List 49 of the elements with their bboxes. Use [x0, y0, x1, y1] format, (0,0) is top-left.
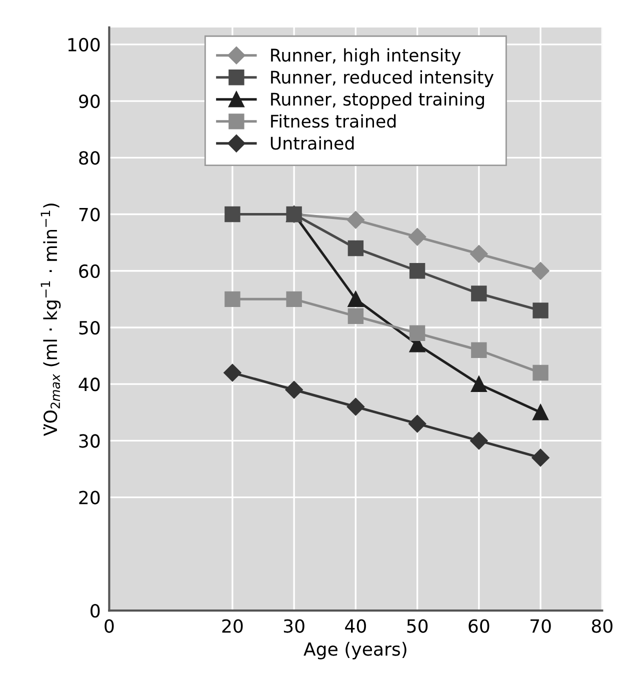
x-tick-label: 0 [104, 619, 114, 633]
legend-label: Fitness trained [271, 114, 396, 128]
y-tick-label: 30 [79, 434, 100, 448]
x-tick-label: 40 [345, 619, 366, 633]
point [470, 245, 488, 263]
y-tick-label: 60 [79, 264, 100, 278]
x-tick-label: 30 [284, 619, 304, 633]
point [285, 380, 303, 399]
legend-label: Runner, reduced intensity [271, 70, 494, 88]
point [409, 263, 426, 279]
y-tick-label: 80 [79, 151, 100, 165]
point [532, 448, 550, 466]
point [224, 364, 242, 382]
point [471, 342, 487, 358]
x-tick-label: 50 [407, 619, 428, 633]
y-tick-label: 70 [79, 208, 100, 222]
x-tick-label: 20 [222, 619, 243, 633]
legend-label: Runner, high intensity [271, 48, 461, 66]
y-tick-label: 50 [79, 320, 100, 335]
y-tick-label: 0 [90, 604, 100, 618]
point [471, 376, 487, 392]
point [346, 211, 364, 229]
point [532, 364, 548, 381]
point [409, 325, 426, 341]
point [470, 432, 488, 450]
legend-label: Runner, stopped training [271, 92, 484, 110]
y-tick-label: 40 [78, 378, 100, 392]
point [532, 262, 550, 280]
y-tick-label: 90 [79, 94, 100, 108]
point [348, 291, 364, 308]
y-axis-title: V̇O$_{2max}$ (ml · kg$^{−1}$ · min$^{−1}$) [40, 204, 61, 436]
point [286, 291, 302, 308]
x-axis-title: Age (years) [304, 642, 406, 660]
point [532, 302, 548, 318]
point [224, 206, 240, 222]
point [408, 228, 426, 246]
point [408, 414, 426, 432]
x-tick-label: 80 [592, 619, 612, 633]
point [532, 404, 548, 420]
legend-label: Untrained [270, 136, 354, 150]
point [471, 286, 487, 302]
y-tick-label: 100 [68, 38, 100, 52]
point [348, 240, 364, 256]
x-tick-label: 60 [468, 619, 490, 633]
y-tick-label: 20 [79, 490, 100, 504]
point [348, 308, 364, 324]
x-tick-label: 70 [530, 619, 551, 633]
point [346, 398, 364, 416]
point [224, 291, 240, 308]
